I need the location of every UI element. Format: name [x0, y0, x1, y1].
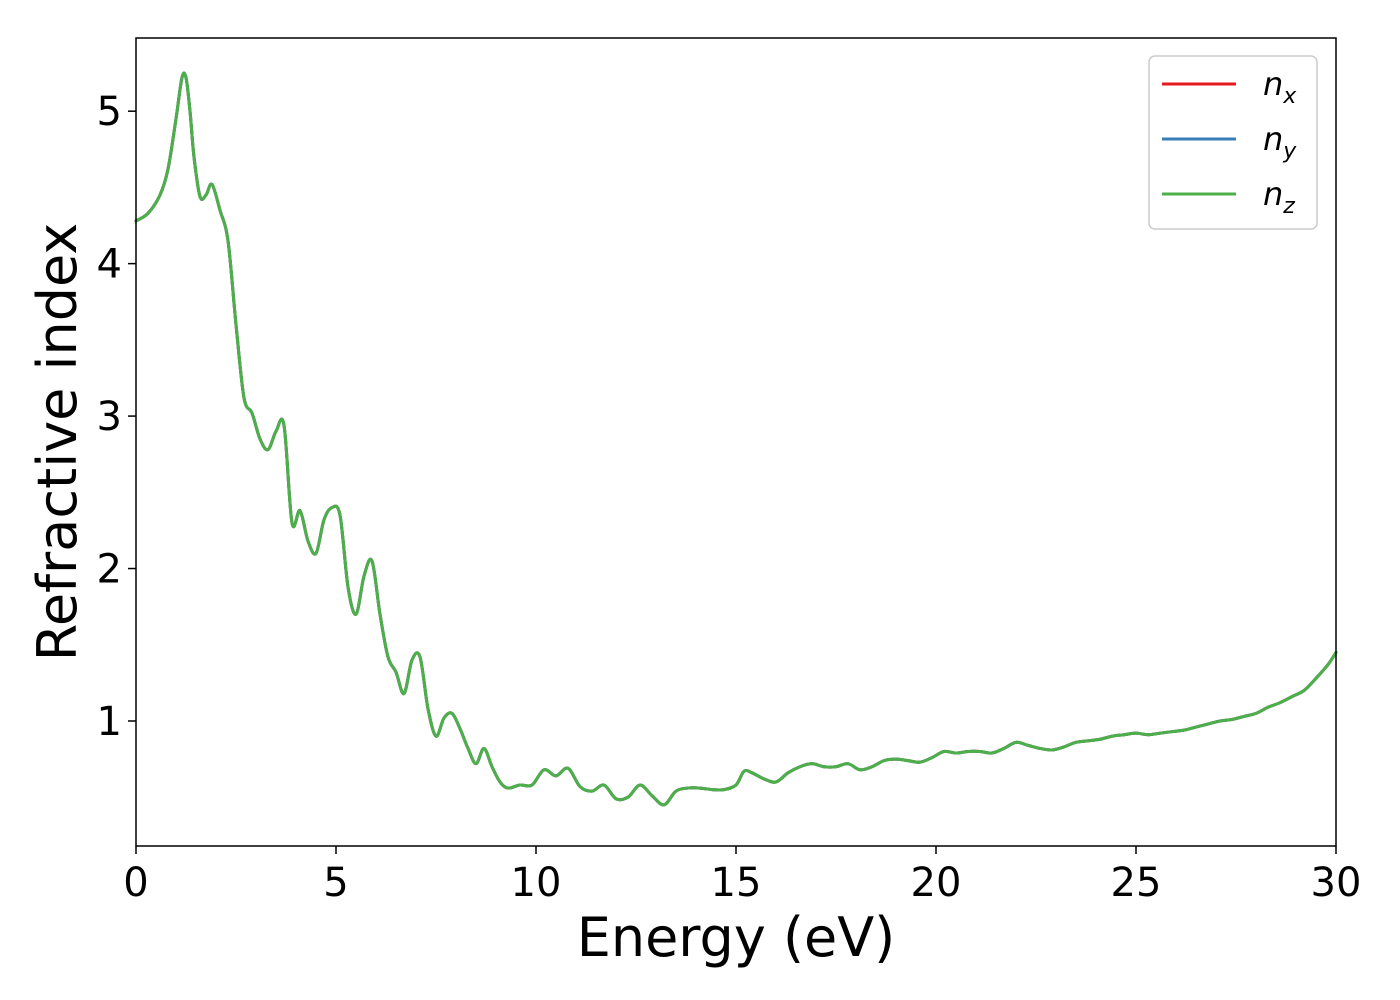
- y-tick-label: 2: [97, 547, 122, 593]
- legend-label-ny: ny: [1263, 120, 1297, 164]
- x-tick-label: 5: [323, 860, 348, 906]
- x-tick-label: 0: [123, 860, 148, 906]
- x-tick-label: 25: [1111, 860, 1162, 906]
- series-layer: [134, 71, 1338, 807]
- legend-label-nx: nx: [1263, 65, 1297, 109]
- x-axis: 0 5 10 15 20 25 30: [123, 846, 1361, 906]
- y-tick-label: 1: [97, 699, 122, 745]
- y-axis-label: Refractive index: [26, 223, 89, 662]
- x-tick-label: 10: [511, 860, 562, 906]
- x-tick-label: 30: [1311, 860, 1362, 906]
- y-tick-label: 3: [97, 394, 122, 440]
- y-tick-label: 5: [97, 89, 122, 135]
- y-tick-label: 4: [97, 242, 122, 288]
- x-axis-label: Energy (eV): [577, 906, 896, 969]
- legend-label-nz: nz: [1263, 175, 1295, 219]
- legend-box: [1148, 55, 1318, 230]
- x-tick-label: 20: [911, 860, 962, 906]
- legend: nx ny nz: [1148, 55, 1318, 230]
- series-line-nz: [134, 71, 1338, 807]
- plot-area: [136, 38, 1336, 846]
- x-tick-label: 15: [711, 860, 762, 906]
- y-axis: 1 2 3 4 5: [97, 89, 136, 745]
